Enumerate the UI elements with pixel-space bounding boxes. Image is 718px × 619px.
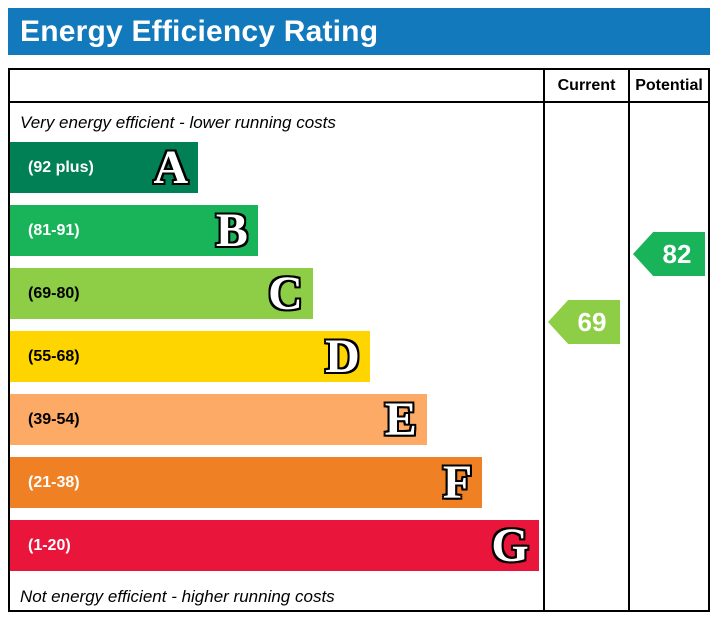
- caption-bottom: Not energy efficient - higher running co…: [20, 586, 335, 606]
- band-list: (92 plus) A (81-91) B (69-80) C (55-68) D (39-54…: [10, 142, 543, 583]
- band-letter: D: [325, 329, 360, 383]
- band-row-a: (92 plus) A: [10, 142, 543, 205]
- band-letter: G: [491, 518, 529, 572]
- potential-column: Potential 82: [628, 70, 708, 610]
- bands-column: Very energy efficient - lower running co…: [10, 70, 543, 610]
- current-column: Current 69: [543, 70, 628, 610]
- band-row-g: (1-20) G: [10, 520, 543, 583]
- band-letter: F: [442, 455, 473, 509]
- band-range-label: (55-68): [28, 347, 80, 365]
- band-range-label: (81-91): [28, 221, 80, 239]
- band-letter: E: [384, 392, 417, 446]
- current-rating-value: 69: [577, 306, 607, 337]
- potential-header: Potential: [630, 70, 708, 103]
- title-bar: Energy Efficiency Rating: [8, 8, 710, 55]
- band-range-label: (39-54): [28, 410, 80, 428]
- band-letter: C: [268, 266, 303, 320]
- current-header: Current: [545, 70, 628, 103]
- band-bar-e: (39-54) E: [10, 394, 427, 445]
- band-bar-c: (69-80) C: [10, 268, 313, 319]
- band-row-e: (39-54) E: [10, 394, 543, 457]
- band-row-b: (81-91) B: [10, 205, 543, 268]
- band-bar-f: (21-38) F: [10, 455, 483, 509]
- band-bar-b: (81-91) B: [10, 205, 258, 256]
- band-letter: B: [215, 203, 248, 257]
- band-row-d: (55-68) D: [10, 331, 543, 394]
- energy-efficiency-chart: Very energy efficient - lower running co…: [8, 68, 710, 612]
- band-row-f: (21-38) F: [10, 457, 543, 520]
- potential-rating-value: 82: [662, 238, 692, 269]
- caption-top: Very energy efficient - lower running co…: [20, 112, 336, 132]
- band-range-label: (92 plus): [28, 158, 94, 176]
- band-range-label: (21-38): [28, 473, 80, 491]
- band-range-label: (69-80): [28, 284, 80, 302]
- band-bar-g: (1-20) G: [10, 520, 539, 571]
- band-letter: A: [153, 140, 189, 194]
- band-row-c: (69-80) C: [10, 268, 543, 331]
- bands-header-cell: [10, 70, 543, 103]
- band-bar-d: (55-68) D: [10, 331, 370, 382]
- current-rating-arrow: 69: [548, 300, 620, 344]
- band-bar-a: (92 plus) A: [10, 140, 199, 194]
- band-range-label: (1-20): [28, 536, 71, 554]
- potential-rating-arrow: 82: [633, 232, 705, 276]
- page-title: Energy Efficiency Rating: [20, 14, 379, 48]
